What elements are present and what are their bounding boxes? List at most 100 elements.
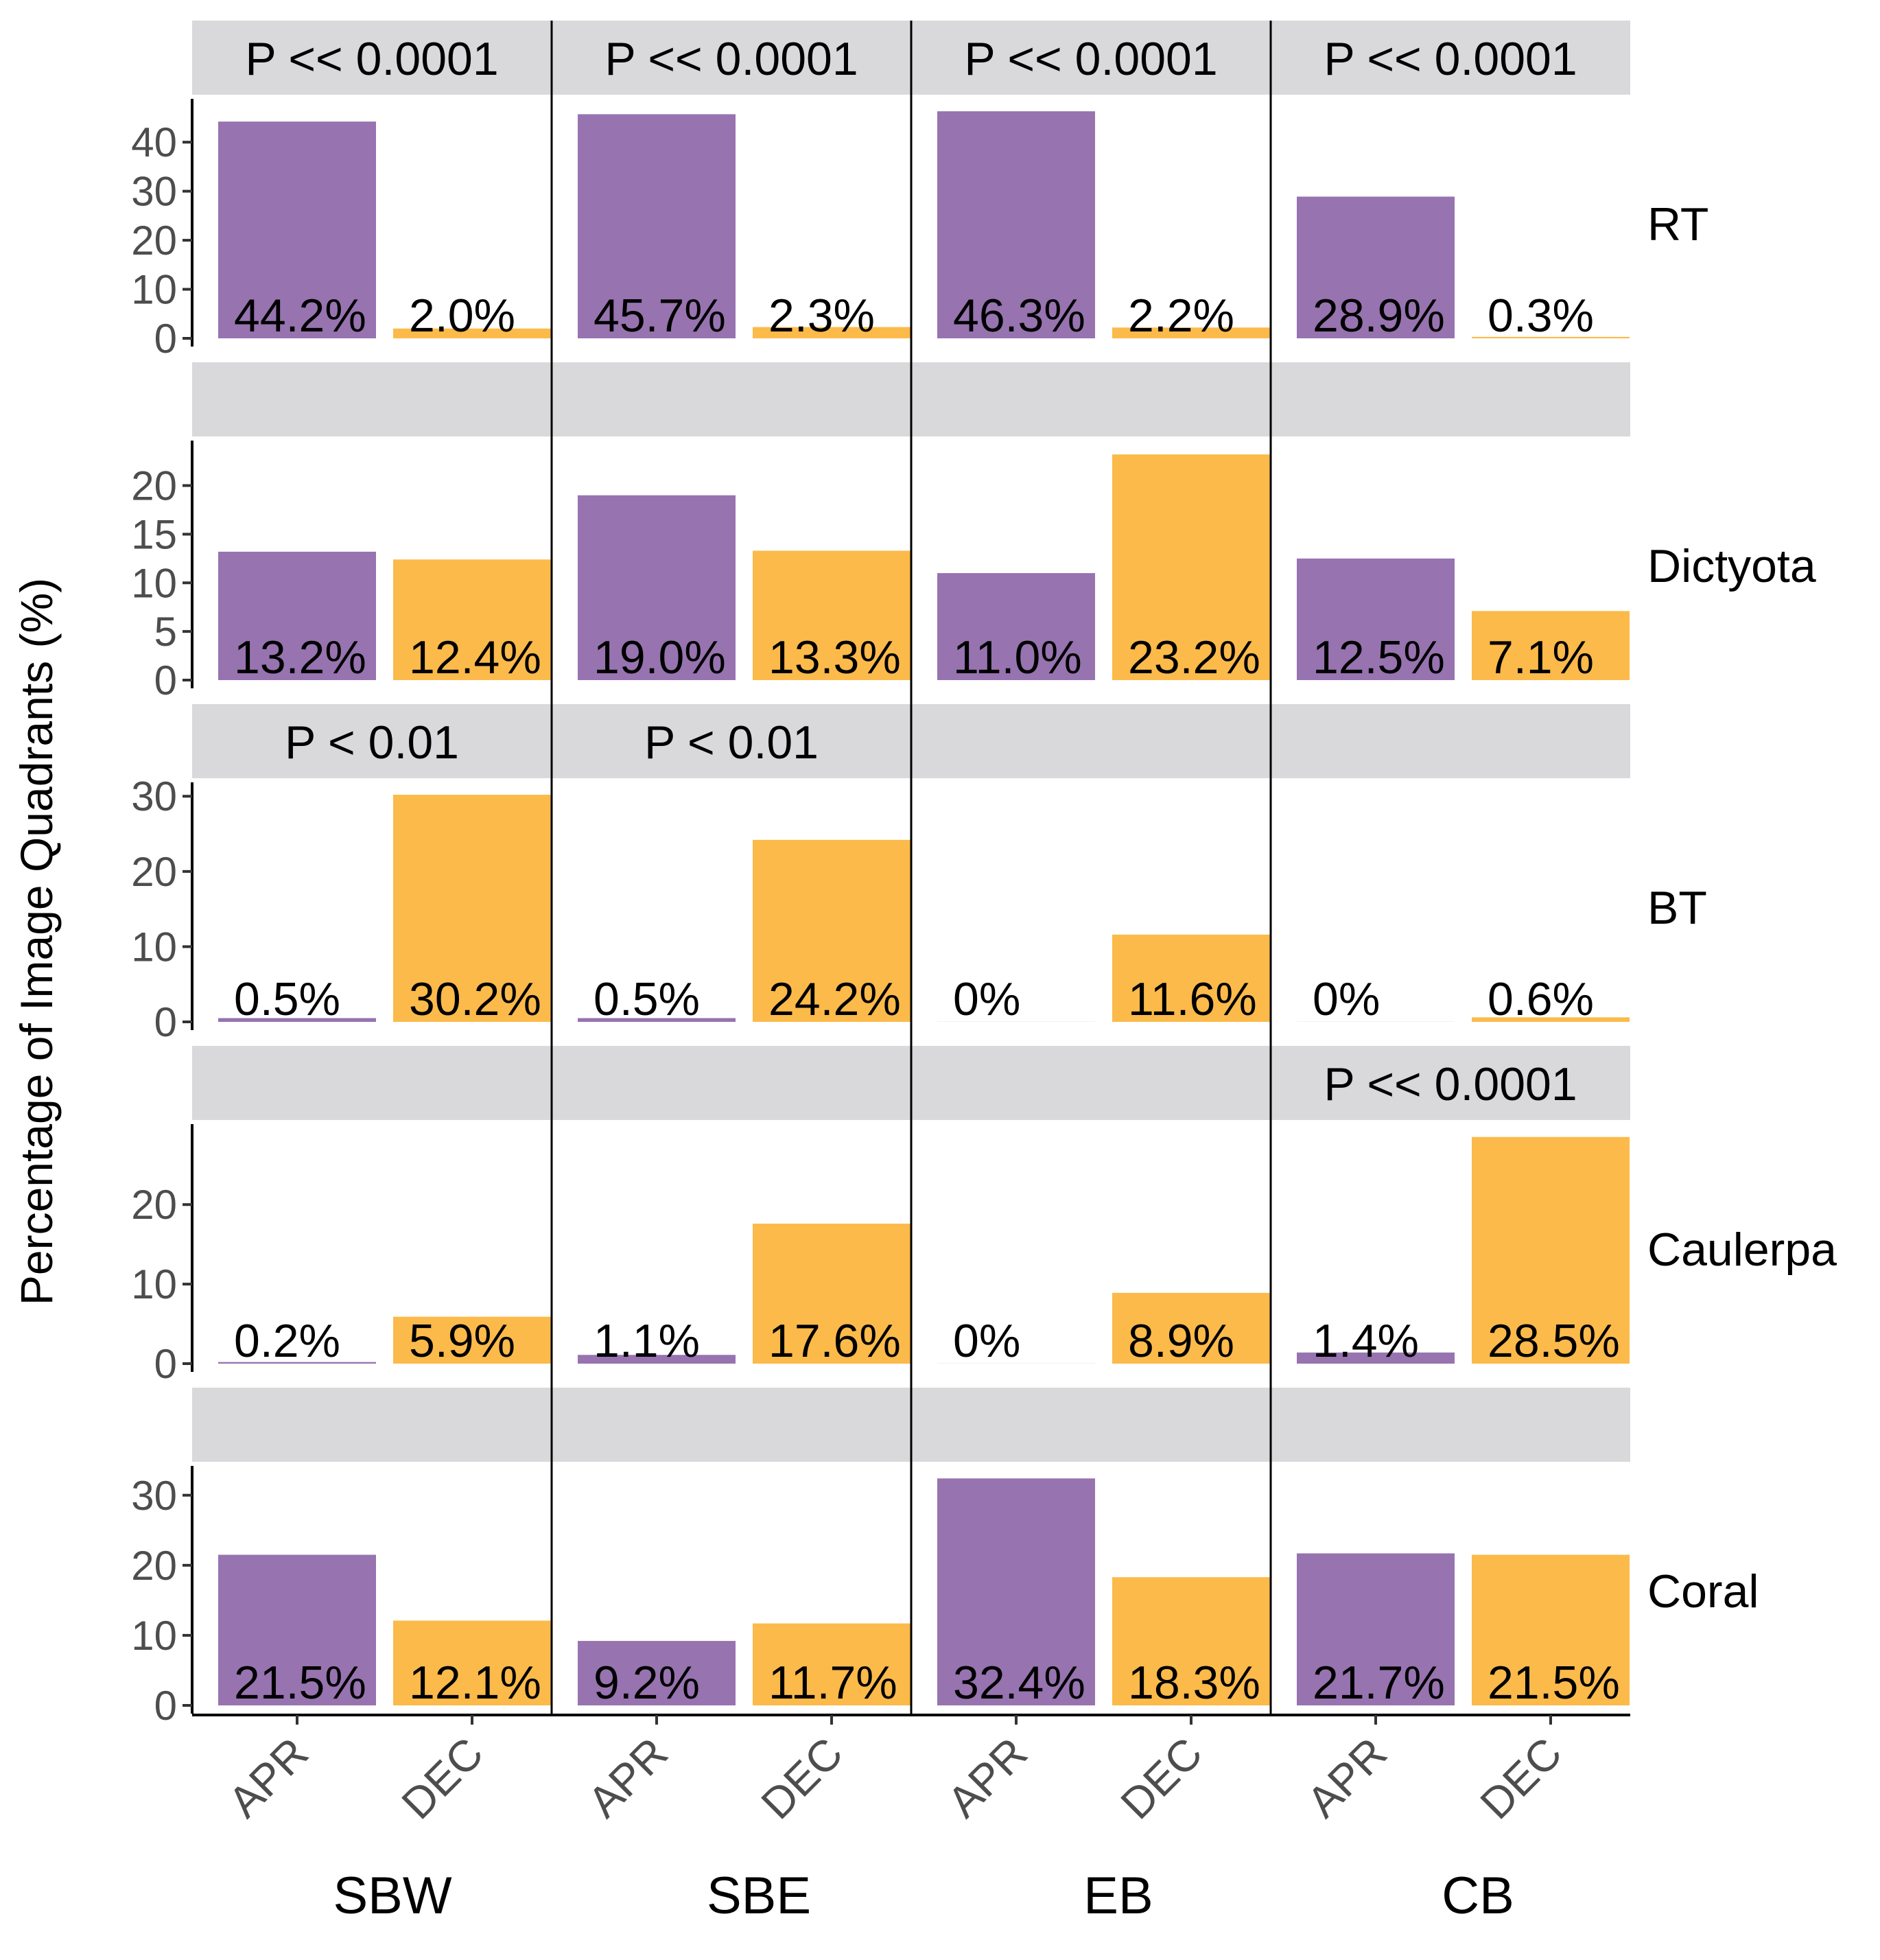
bar-label-caulerpa-eb-dec: 8.9%: [1128, 1315, 1234, 1367]
bar-dictyota-eb-dec: [1112, 454, 1270, 680]
bar-label-dictyota-eb-dec: 23.2%: [1128, 631, 1260, 684]
bar-dictyota-cb-dec: [1472, 611, 1630, 680]
bar-label-bt-cb-dec: 0.6%: [1488, 973, 1594, 1025]
bar-caulerpa-eb-apr: [937, 1363, 1095, 1364]
bar-label-bt-eb-apr: 0%: [953, 973, 1020, 1025]
row-label-rt: RT: [1647, 198, 1708, 250]
bar-coral-sbe-apr: [578, 1641, 736, 1705]
row-label-dictyota: Dictyota: [1647, 540, 1816, 592]
bar-caulerpa-sbe-dec: [753, 1224, 910, 1364]
bar-bt-sbw-dec: [393, 795, 551, 1022]
bar-label-coral-sbw-apr: 21.5%: [234, 1657, 366, 1709]
bar-label-coral-sbe-apr: 9.2%: [594, 1657, 700, 1709]
bar-bt-sbe-dec: [753, 839, 910, 1022]
column-label-sbw: SBW: [333, 1867, 451, 1925]
y-tick-label-coral: 20: [131, 1543, 177, 1589]
y-tick-label-caulerpa: 10: [131, 1261, 177, 1307]
row-label-caulerpa: Caulerpa: [1647, 1224, 1837, 1276]
bar-label-dictyota-cb-apr: 12.5%: [1313, 631, 1445, 684]
strip-label-rt-eb: P << 0.0001: [964, 33, 1217, 85]
bar-label-rt-sbw-dec: 2.0%: [409, 290, 515, 342]
column-label-sbe: SBE: [707, 1867, 811, 1925]
y-tick-label-coral: 10: [131, 1613, 177, 1659]
bar-label-coral-sbe-dec: 11.7%: [768, 1657, 897, 1709]
strip-label-rt-sbe: P << 0.0001: [604, 33, 858, 85]
strip-label-bt-sbw: P < 0.01: [285, 716, 459, 769]
y-tick-label-dictyota: 5: [154, 609, 177, 655]
bar-dictyota-sbw-apr: [218, 551, 376, 680]
bar-label-dictyota-cb-dec: 7.1%: [1488, 631, 1594, 684]
bar-rt-cb-dec: [1472, 336, 1630, 338]
bar-dictyota-cb-apr: [1297, 558, 1455, 680]
y-tick-label-bt: 10: [131, 924, 177, 970]
bar-label-rt-cb-apr: 28.9%: [1313, 290, 1445, 342]
bar-label-rt-sbe-apr: 45.7%: [594, 290, 726, 342]
bar-label-caulerpa-eb-apr: 0%: [953, 1315, 1020, 1367]
y-tick-label-coral: 0: [154, 1683, 177, 1729]
bar-label-coral-eb-apr: 32.4%: [953, 1657, 1085, 1709]
y-tick-label-dictyota: 10: [131, 560, 177, 606]
bar-label-caulerpa-cb-apr: 1.4%: [1313, 1315, 1419, 1367]
bar-label-coral-sbw-dec: 12.1%: [409, 1657, 541, 1709]
bar-label-bt-sbw-apr: 0.5%: [234, 973, 340, 1025]
bar-label-bt-cb-apr: 0%: [1313, 973, 1380, 1025]
y-tick-label-bt: 0: [154, 999, 177, 1045]
bar-label-coral-cb-apr: 21.7%: [1313, 1657, 1445, 1709]
strip-label-bt-sbe: P < 0.01: [644, 716, 819, 769]
bar-label-caulerpa-sbw-dec: 5.9%: [409, 1315, 515, 1367]
row-label-coral: Coral: [1647, 1565, 1759, 1618]
bar-bt-eb-dec: [1112, 934, 1270, 1022]
bar-caulerpa-sbw-apr: [218, 1362, 376, 1364]
strip-label-rt-sbw: P << 0.0001: [245, 33, 498, 85]
bar-coral-sbw-dec: [393, 1620, 551, 1705]
y-tick-label-caulerpa: 0: [154, 1341, 177, 1387]
bar-label-caulerpa-cb-dec: 28.5%: [1488, 1315, 1620, 1367]
y-tick-label-rt: 30: [131, 169, 177, 215]
bar-label-caulerpa-sbw-apr: 0.2%: [234, 1315, 340, 1367]
y-axis-title: Percentage of Image Quadrants (%): [11, 578, 62, 1305]
bar-label-dictyota-sbw-dec: 12.4%: [409, 631, 541, 684]
bar-label-dictyota-sbe-apr: 19.0%: [594, 631, 726, 684]
bar-caulerpa-eb-dec: [1112, 1292, 1270, 1364]
bar-coral-sbw-apr: [218, 1554, 376, 1705]
bar-label-rt-sbe-dec: 2.3%: [768, 290, 875, 342]
bar-dictyota-sbe-dec: [753, 550, 910, 680]
bar-dictyota-eb-apr: [937, 573, 1095, 680]
y-tick-label-dictyota: 20: [131, 463, 177, 509]
bar-coral-eb-apr: [937, 1478, 1095, 1705]
bar-label-bt-eb-dec: 11.6%: [1128, 973, 1257, 1025]
bar-caulerpa-cb-dec: [1472, 1136, 1630, 1364]
bar-label-bt-sbe-apr: 0.5%: [594, 973, 700, 1025]
y-tick-label-coral: 30: [131, 1473, 177, 1519]
y-tick-label-rt: 20: [131, 218, 177, 264]
column-label-eb: EB: [1083, 1867, 1153, 1925]
bar-label-caulerpa-sbe-apr: 1.1%: [594, 1315, 700, 1367]
bar-bt-cb-dec: [1472, 1017, 1630, 1022]
bar-rt-sbw-dec: [393, 328, 551, 338]
y-tick-label-dictyota: 15: [131, 511, 177, 557]
strip-label-rt-cb: P << 0.0001: [1324, 33, 1577, 85]
bar-rt-sbe-apr: [578, 114, 736, 338]
bar-label-rt-sbw-apr: 44.2%: [234, 290, 366, 342]
y-tick-label-bt: 20: [131, 849, 177, 895]
bar-coral-cb-dec: [1472, 1554, 1630, 1705]
bar-label-coral-cb-dec: 21.5%: [1488, 1657, 1620, 1709]
bar-coral-cb-apr: [1297, 1553, 1455, 1705]
bar-label-dictyota-eb-apr: 11.0%: [953, 631, 1082, 684]
bar-label-rt-eb-dec: 2.2%: [1128, 290, 1234, 342]
bar-coral-sbe-dec: [753, 1623, 910, 1705]
bar-bt-sbw-apr: [218, 1018, 376, 1022]
y-tick-label-bt: 30: [131, 773, 177, 819]
bar-rt-cb-apr: [1297, 196, 1455, 338]
bar-rt-sbw-apr: [218, 121, 376, 338]
bar-bt-eb-apr: [937, 1021, 1095, 1022]
y-tick-label-rt: 0: [154, 316, 177, 362]
bar-label-dictyota-sbe-dec: 13.3%: [768, 631, 901, 684]
bar-label-bt-sbw-dec: 30.2%: [409, 973, 541, 1025]
bar-caulerpa-sbe-apr: [578, 1355, 736, 1364]
bar-rt-eb-apr: [937, 111, 1095, 338]
bar-bt-cb-apr: [1297, 1021, 1455, 1022]
bar-dictyota-sbe-apr: [578, 495, 736, 680]
column-label-cb: CB: [1442, 1867, 1514, 1925]
